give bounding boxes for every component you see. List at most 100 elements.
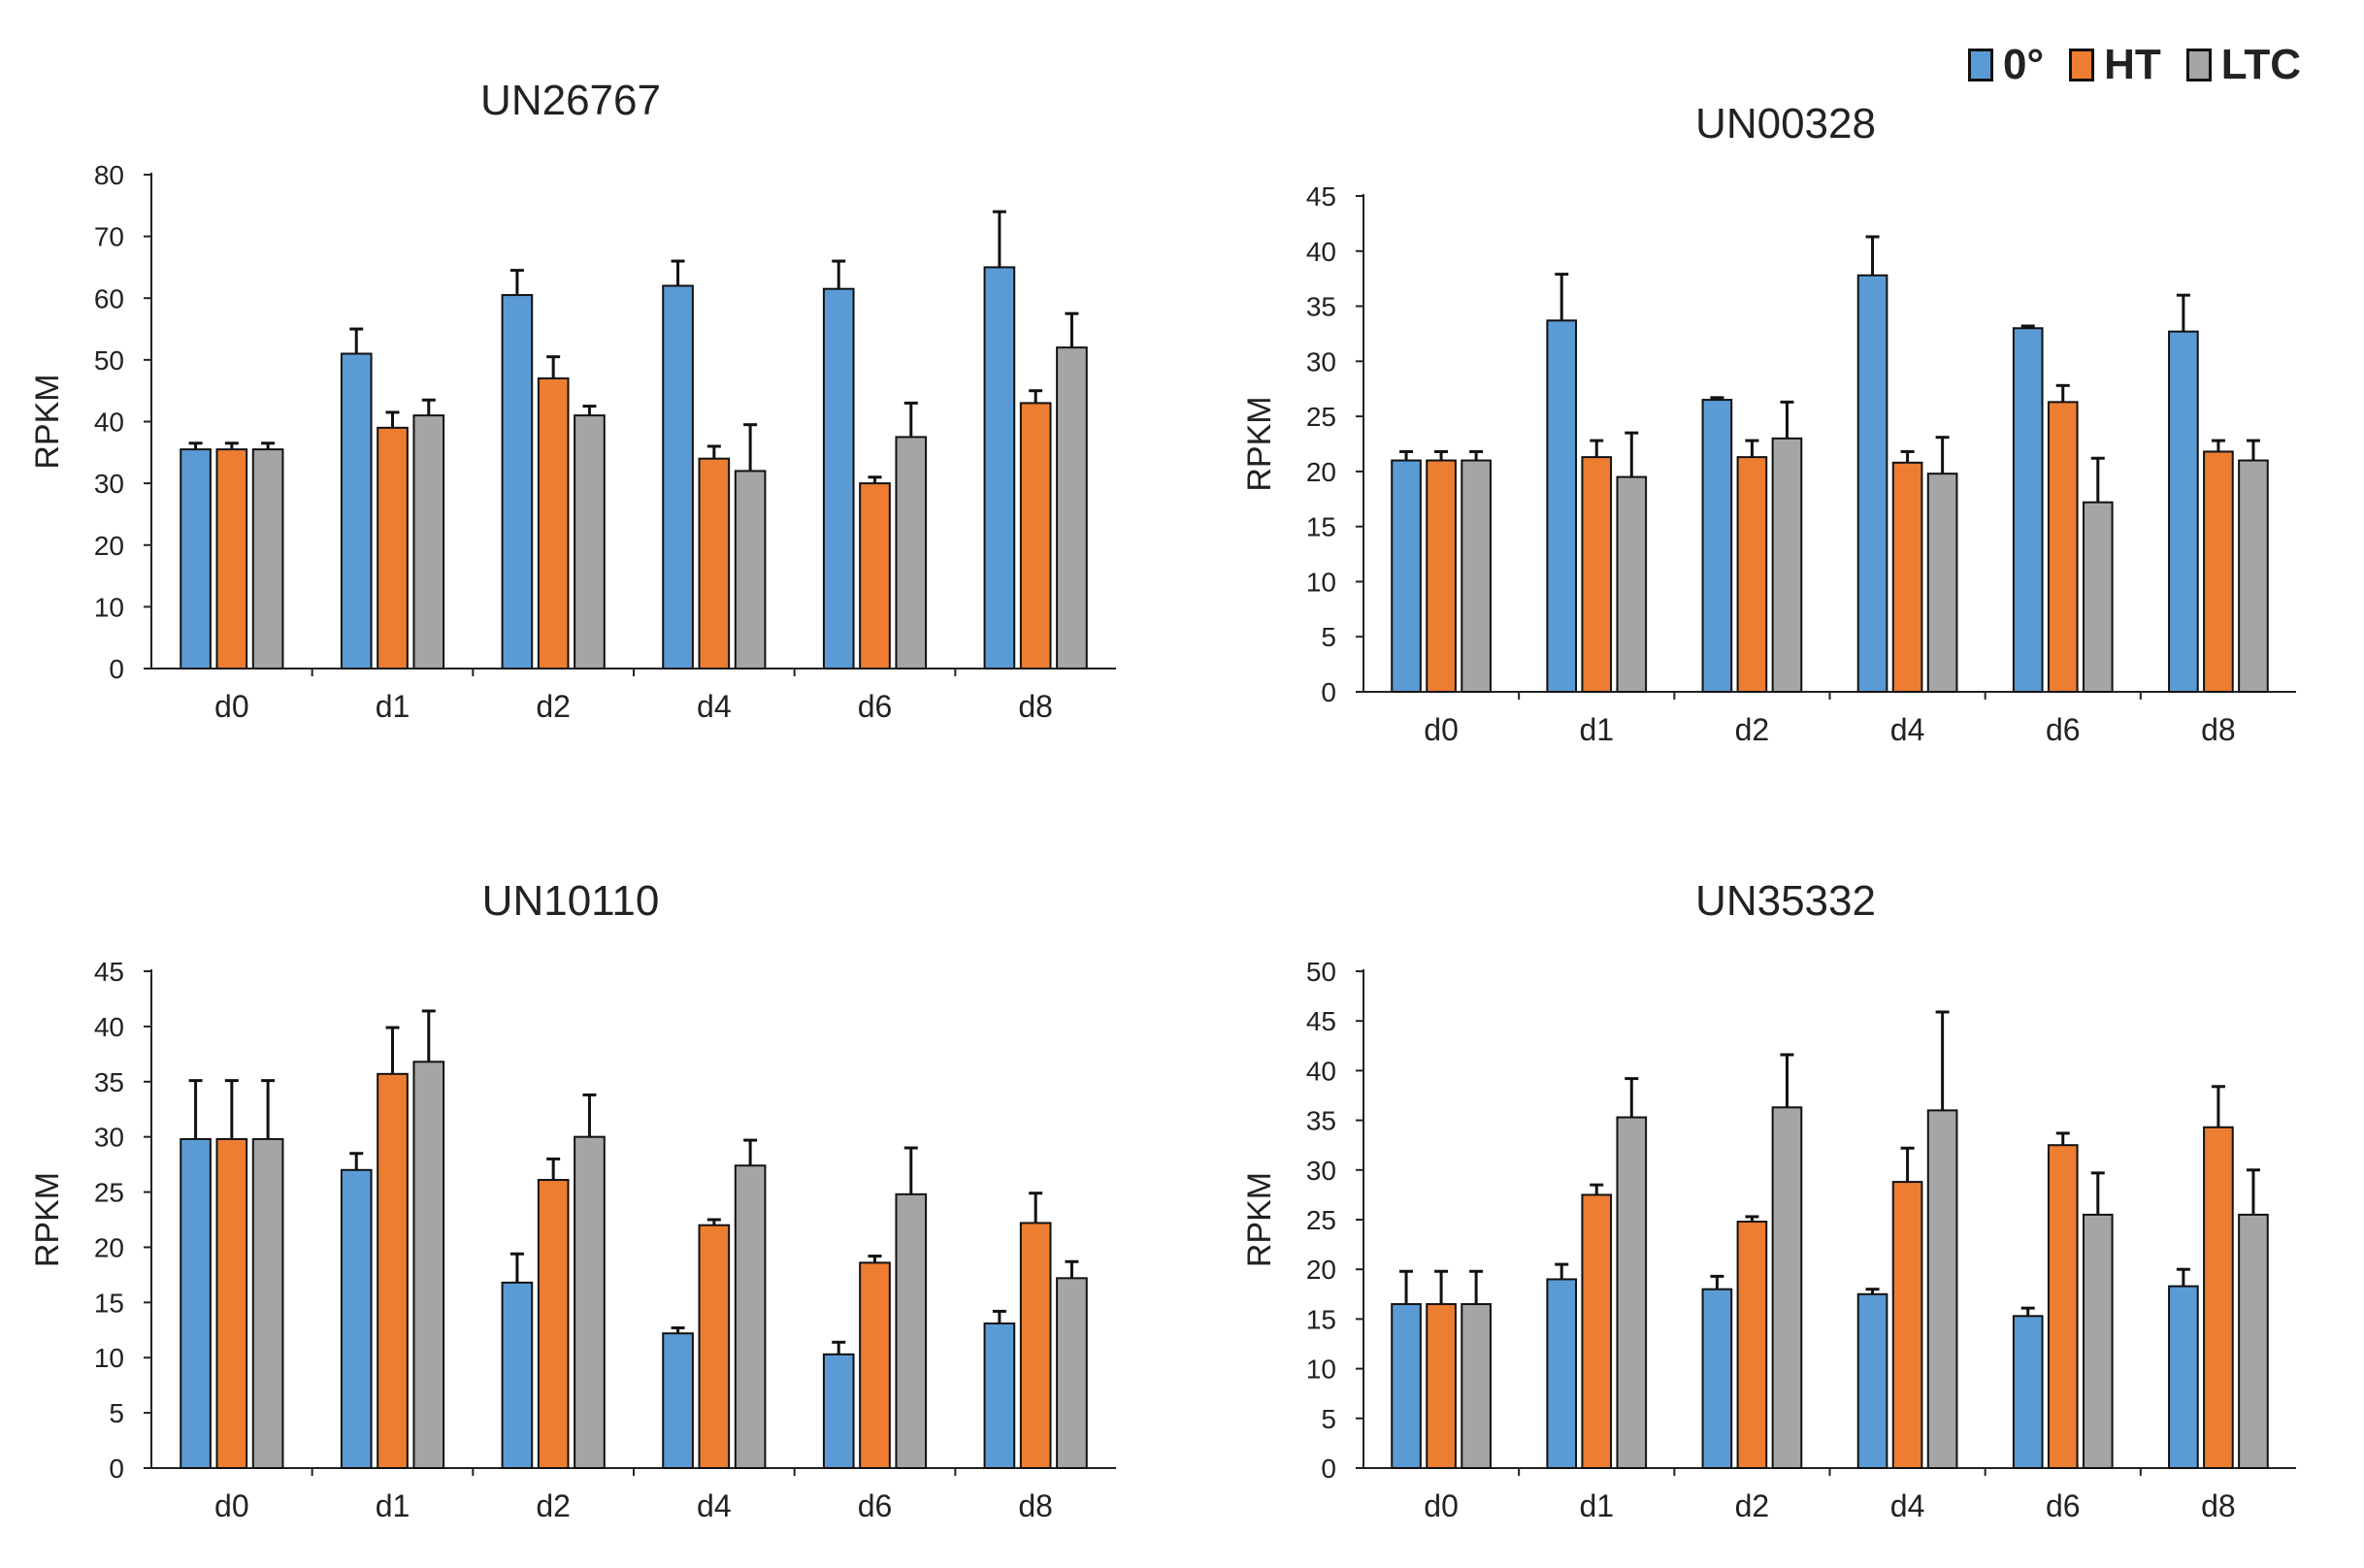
legend: 0° HT LTC	[1968, 41, 2326, 89]
x-tick-label: d1	[1579, 712, 1614, 747]
x-tick-label: d8	[2201, 712, 2236, 747]
bar-ht	[1581, 1193, 1613, 1470]
y-tick-label: 15	[94, 1288, 124, 1318]
y-axis-label: RPKM	[1241, 1172, 1278, 1267]
bar-ht	[2203, 1126, 2234, 1469]
legend-swatch-ltc	[2185, 49, 2212, 82]
legend-label-0deg: 0°	[2003, 41, 2045, 88]
x-tick-label: d8	[1018, 1488, 1053, 1523]
bar-ltc	[1926, 1109, 1958, 1469]
bar-ltc	[1616, 475, 1648, 694]
bar-ltc	[251, 1137, 284, 1470]
y-tick-label: 15	[1306, 512, 1336, 542]
bar-ltc	[412, 1061, 445, 1469]
y-tick-label: 50	[94, 345, 124, 376]
chart-1: UN26767 RPKM 0 10 20 30 40 50 60 70 80 d0 d1 d2 d4 d6 d8	[29, 77, 1116, 724]
bar-ltc	[2082, 1213, 2114, 1469]
chart-title: UN26767	[480, 77, 661, 124]
bar-ltc	[1056, 346, 1088, 670]
legend-item-ht: HT	[2069, 41, 2161, 89]
legend-label-ht: HT	[2104, 41, 2161, 88]
bar-0deg	[1391, 1303, 1422, 1470]
bar-0deg	[1856, 274, 1888, 693]
legend-item-0deg: 0°	[1968, 41, 2044, 89]
x-tick-label: d4	[697, 689, 732, 724]
bar-0deg	[1701, 399, 1733, 693]
bar-0deg	[822, 1353, 855, 1469]
legend-swatch-ht	[2069, 49, 2095, 82]
bar-ht	[859, 482, 891, 670]
bar-ltc	[1926, 473, 1958, 693]
bar-ht	[1426, 1303, 1457, 1470]
y-tick-label: 25	[1306, 1205, 1336, 1235]
legend-label-ltc: LTC	[2220, 41, 2301, 88]
bar-ht	[537, 376, 570, 670]
y-tick-label: 40	[94, 1012, 124, 1042]
bar-0deg	[340, 352, 373, 670]
x-tick-label: d2	[536, 1488, 571, 1523]
chart-title: UN10110	[482, 877, 660, 925]
x-tick-label: d6	[2046, 712, 2081, 747]
y-tick-label: 25	[1306, 402, 1336, 432]
bar-ht	[1736, 1221, 1768, 1469]
bar-ltc	[2238, 459, 2269, 693]
y-tick-label: 40	[1306, 1056, 1336, 1086]
bar-0deg	[1701, 1288, 1733, 1470]
y-tick-label: 30	[1306, 1156, 1336, 1186]
y-tick-label: 25	[94, 1178, 124, 1208]
y-tick-label: 20	[94, 531, 124, 561]
y-tick-label: 10	[94, 1343, 124, 1373]
bar-0deg	[1546, 319, 1578, 693]
chart-4: UN35332 RPKM 0 5 10 15 20 25 30 35 40 45 50 d0 d1 d2 d4 d…	[1241, 877, 2296, 1523]
y-tick-label: 0	[1321, 1454, 1336, 1484]
bar-ltc	[895, 436, 928, 670]
bar-ltc	[1461, 1303, 1492, 1470]
bar-ltc	[1461, 459, 1492, 693]
y-tick-label: 80	[94, 160, 124, 190]
y-tick-label: 20	[1306, 1255, 1336, 1285]
x-tick-label: d2	[1735, 1488, 1770, 1523]
y-tick-label: 45	[94, 957, 124, 987]
y-tick-label: 35	[94, 1067, 124, 1097]
y-axis-label: RPKM	[29, 374, 66, 469]
legend-swatch-0deg	[1968, 49, 1993, 82]
bar-ht	[1891, 461, 1923, 693]
bar-0deg	[2168, 330, 2199, 693]
bar-ht	[1019, 1222, 1052, 1469]
y-tick-label: 0	[109, 654, 124, 684]
x-tick-label: d4	[1890, 1488, 1925, 1523]
y-axis-label: RPKM	[29, 1172, 66, 1267]
bar-ht	[377, 426, 409, 670]
bar-0deg	[340, 1168, 373, 1470]
y-tick-label: 30	[94, 1123, 124, 1153]
x-tick-label: d1	[376, 1488, 410, 1523]
bar-ltc	[412, 414, 445, 670]
bar-0deg	[662, 284, 694, 670]
chart-2: UN00328 RPKM 0 5 10 15 20 25 30 35 40 45 d0 d1 d2 d4 d6 d…	[1241, 100, 2296, 747]
x-tick-label: d1	[1579, 1488, 1614, 1523]
x-tick-label: d8	[2201, 1488, 2236, 1523]
bar-0deg	[2168, 1285, 2199, 1470]
bar-ltc	[2238, 1213, 2269, 1469]
bar-ltc	[734, 1164, 767, 1469]
bar-ht	[2203, 450, 2234, 693]
bar-ltc	[734, 470, 767, 670]
bar-0deg	[180, 1137, 212, 1470]
bar-ht	[215, 448, 248, 670]
y-tick-label: 5	[1321, 1404, 1336, 1434]
x-tick-label: d2	[536, 689, 571, 724]
x-tick-label: d6	[858, 1488, 893, 1523]
y-tick-label: 70	[94, 222, 124, 252]
bar-ht	[377, 1072, 409, 1470]
x-tick-label: d0	[214, 1488, 249, 1523]
y-tick-label: 45	[1306, 181, 1336, 212]
bar-ht	[698, 457, 731, 670]
bar-ltc	[251, 448, 284, 670]
bar-0deg	[983, 266, 1016, 670]
bar-ltc	[1771, 1106, 1803, 1469]
y-tick-label: 30	[1306, 346, 1336, 376]
bar-ltc	[895, 1192, 928, 1469]
chart-3: UN10110 RPKM 0 5 10 15 20 25 30 35 40 45 d0 d1 d2 d4 d6 d…	[29, 877, 1116, 1523]
bar-ht	[1891, 1181, 1923, 1469]
